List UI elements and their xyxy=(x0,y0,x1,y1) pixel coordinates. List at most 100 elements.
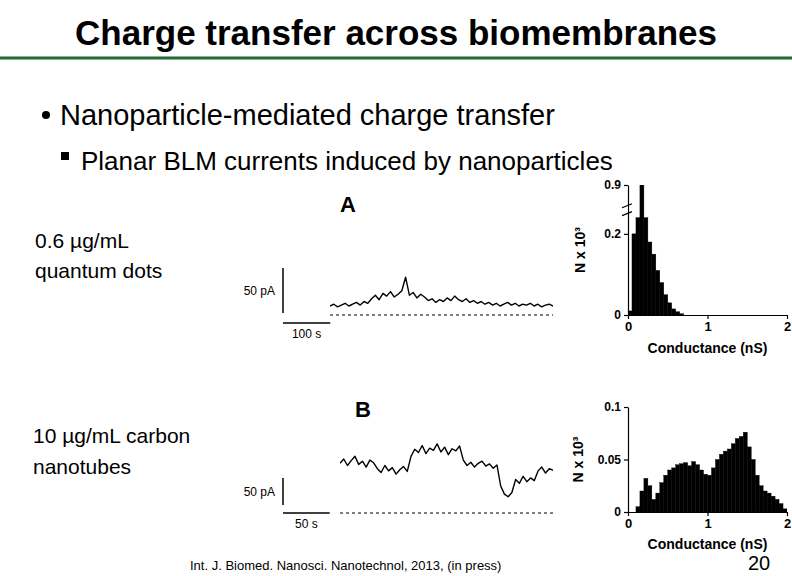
bullet-text: Nanoparticle-mediated charge transfer xyxy=(60,99,555,131)
tick-label: 2 xyxy=(784,516,791,531)
tick: 0 xyxy=(614,505,628,519)
histogram-bar xyxy=(660,483,664,512)
axis-x: 0 1 2 xyxy=(625,315,791,334)
scale-bar-label: 100 s xyxy=(292,327,321,341)
tick-label: 0 xyxy=(625,516,632,531)
histogram-bar xyxy=(692,462,696,512)
histogram-bar xyxy=(636,507,640,512)
tick-label: 0.9 xyxy=(604,178,621,192)
title-rule xyxy=(0,57,792,60)
axis-break-mark xyxy=(622,212,632,216)
plot-area xyxy=(628,185,684,315)
tick-label: 0 xyxy=(625,319,632,334)
histogram-bar xyxy=(704,474,708,512)
trace-panel: 50 pA 50 s B xyxy=(244,397,553,531)
tick-mark xyxy=(624,315,628,316)
axis-y: 0 0.2 0.9 xyxy=(604,178,628,322)
histogram-bar xyxy=(767,493,771,512)
histogram-bar xyxy=(751,460,755,513)
tick-label: 0 xyxy=(614,308,621,322)
tick-label: 0.05 xyxy=(598,453,622,467)
histogram-bar xyxy=(755,475,759,512)
tick-label: 2 xyxy=(784,319,791,334)
tick: 0.1 xyxy=(604,400,628,414)
tick-label: 0.2 xyxy=(604,227,621,241)
histogram-bar xyxy=(731,444,735,512)
plot-area xyxy=(340,444,553,513)
current-trace xyxy=(330,277,553,307)
tick-mark xyxy=(624,512,628,513)
histogram-bar xyxy=(700,470,704,512)
sub-bullet-text: Planar BLM currents induced by nanoparti… xyxy=(81,146,613,176)
tick: 0.2 xyxy=(604,227,628,241)
scale-bar-x xyxy=(283,512,330,514)
tick: 0.05 xyxy=(598,453,628,467)
histogram-bar xyxy=(680,464,684,512)
panel-annotation: quantum dots xyxy=(35,259,162,282)
histogram-bar xyxy=(668,470,672,512)
tick-mark xyxy=(624,234,628,235)
current-trace xyxy=(340,444,553,497)
histogram-bar xyxy=(759,486,763,512)
histogram-bar xyxy=(644,218,648,315)
tick-label: 1 xyxy=(704,516,711,531)
tick: 1 xyxy=(704,512,711,531)
panel-annotation: 10 µg/mL carbon xyxy=(33,424,190,447)
histogram-bar xyxy=(708,475,712,512)
histogram-bar xyxy=(684,463,688,512)
axis-title-x: Conductance (nS) xyxy=(648,340,768,356)
histogram-bar xyxy=(719,454,723,512)
histogram-bar xyxy=(783,509,787,512)
histogram-bar xyxy=(648,486,652,512)
histogram-bar xyxy=(636,218,640,315)
tick-mark xyxy=(624,407,628,408)
histogram-bar xyxy=(668,303,672,315)
histogram-bar xyxy=(644,478,648,512)
tick: 0.9 xyxy=(604,178,628,192)
scale-bar-label: 50 pA xyxy=(244,485,275,499)
slide-title: Charge transfer across biomembranes xyxy=(75,13,717,52)
baseline xyxy=(330,315,553,316)
histogram-bar xyxy=(656,493,660,512)
panel-letter: B xyxy=(355,397,371,422)
panel-letter: A xyxy=(340,192,356,217)
histogram-bar xyxy=(763,491,767,512)
histogram-bar xyxy=(775,499,779,512)
tick: 0 xyxy=(625,512,632,531)
histogram-bar xyxy=(723,451,727,512)
citation: Int. J. Biomed. Nanosci. Nanotechnol, 20… xyxy=(190,558,501,573)
tick-mark xyxy=(624,185,628,186)
histogram-bar xyxy=(779,504,783,512)
baseline xyxy=(340,513,553,514)
histogram-bar xyxy=(652,499,656,512)
histogram-bar xyxy=(715,460,719,513)
scale-bar-label: 50 s xyxy=(295,517,318,531)
axis-title-y: N x 10³ xyxy=(572,227,588,273)
histogram-bar xyxy=(652,254,656,315)
histogram-bar xyxy=(739,436,743,512)
bullet-dot xyxy=(42,111,50,119)
tick-label: 0 xyxy=(614,505,621,519)
plot-area xyxy=(330,277,553,315)
scale-bar-y xyxy=(282,268,284,313)
histogram-bar xyxy=(676,465,680,512)
tick-mark xyxy=(624,459,628,460)
histogram-bar xyxy=(664,295,668,315)
axis-line xyxy=(628,408,629,513)
histogram-bar xyxy=(688,466,692,512)
histogram-bar xyxy=(711,468,715,512)
tick: 1 xyxy=(704,315,711,334)
histogram-bar xyxy=(648,242,652,315)
panel-annotation: nanotubes xyxy=(33,455,131,478)
tick-label: 0.1 xyxy=(604,400,621,414)
histogram-bar xyxy=(640,185,644,315)
histogram-bar xyxy=(656,270,660,315)
histogram-bar xyxy=(632,234,636,315)
sub-bullet-square xyxy=(61,152,69,160)
histogram-bar xyxy=(680,314,684,315)
scale-bar-x xyxy=(283,322,330,324)
axis-y: 0 0.05 0.1 xyxy=(598,400,629,519)
histogram-bar xyxy=(660,283,664,315)
histogram-bar xyxy=(640,491,644,512)
trace-panel: 50 pA100 sA xyxy=(244,192,553,341)
